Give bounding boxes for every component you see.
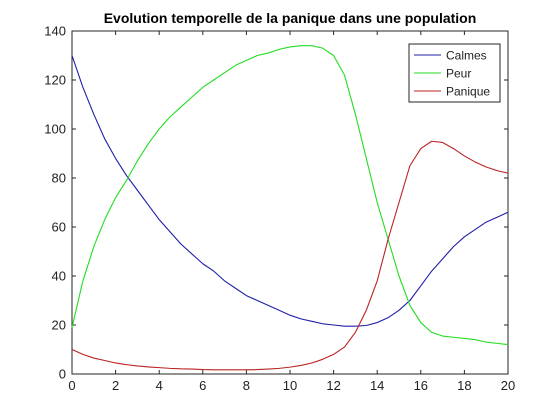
y-tick-label: 0 bbox=[59, 367, 66, 382]
series-lines bbox=[71, 45, 509, 371]
x-tick-label: 2 bbox=[112, 378, 119, 393]
x-tick-label: 20 bbox=[501, 378, 515, 393]
y-tick-label: 120 bbox=[44, 73, 66, 88]
legend-label: Panique bbox=[446, 85, 490, 99]
y-tick-label: 20 bbox=[52, 318, 66, 333]
y-tick-label: 100 bbox=[44, 122, 66, 137]
x-tick-label: 8 bbox=[243, 378, 250, 393]
x-tick-label: 14 bbox=[370, 378, 384, 393]
x-axis: 0 2 4 6 8 10 12 14 16 18 20 bbox=[68, 31, 515, 393]
x-tick-label: 0 bbox=[68, 378, 75, 393]
x-tick-label: 12 bbox=[326, 378, 340, 393]
x-tick-label: 16 bbox=[414, 378, 428, 393]
x-tick-label: 10 bbox=[283, 378, 297, 393]
y-tick-label: 80 bbox=[52, 171, 66, 186]
legend-label: Calmes bbox=[446, 49, 487, 63]
series-line-peur bbox=[71, 45, 509, 346]
y-axis: 0 20 40 60 80 100 120 140 bbox=[44, 24, 508, 382]
legend: Calmes Peur Panique bbox=[408, 43, 501, 103]
legend-label: Peur bbox=[446, 67, 471, 81]
y-tick-label: 60 bbox=[52, 220, 66, 235]
y-tick-label: 40 bbox=[52, 269, 66, 284]
x-tick-label: 4 bbox=[156, 378, 163, 393]
y-tick-label: 140 bbox=[44, 24, 66, 39]
x-tick-label: 6 bbox=[199, 378, 206, 393]
x-tick-label: 18 bbox=[457, 378, 471, 393]
chart-title: Evolution temporelle de la panique dans … bbox=[104, 10, 477, 26]
series-line-calmes bbox=[71, 55, 509, 327]
series-line-panique bbox=[71, 140, 509, 371]
